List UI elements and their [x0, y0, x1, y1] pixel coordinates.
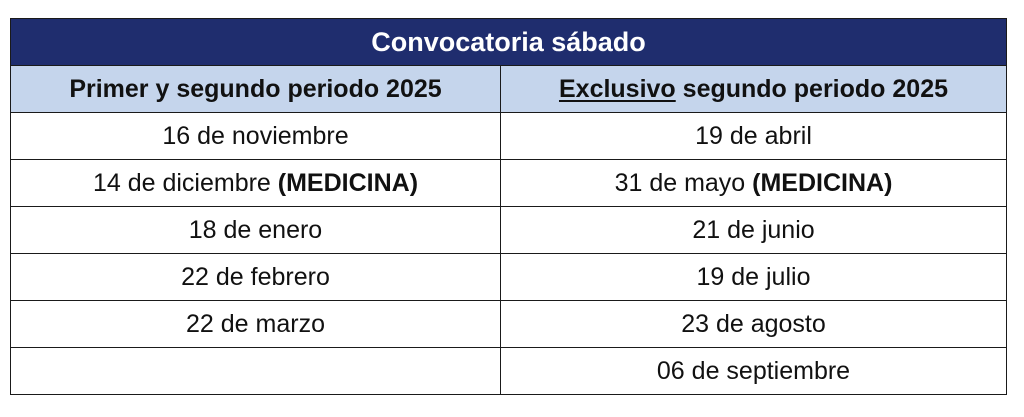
date-cell-period-2: 19 de julio — [500, 253, 1007, 301]
date-text: 06 de septiembre — [656, 356, 851, 385]
table-title: Convocatoria sábado — [10, 18, 1007, 66]
date-cell-period-1-2: 16 de noviembre — [10, 112, 501, 160]
date-text: 18 de enero — [188, 215, 323, 244]
date-text: 19 de julio — [696, 262, 811, 291]
schedule-container: Convocatoria sábado Primer y segundo per… — [10, 18, 1007, 395]
date-text: 21 de junio — [692, 215, 815, 244]
column-header-second-period-only: Exclusivo segundo periodo 2025 — [500, 65, 1007, 113]
date-cell-period-1-2: 22 de febrero — [10, 253, 501, 301]
date-cell-period-1-2: 14 de diciembre (MEDICINA) — [10, 159, 501, 207]
date-note: (MEDICINA) — [277, 168, 419, 197]
table-row: 14 de diciembre (MEDICINA) 31 de mayo (M… — [10, 159, 1007, 207]
table-row: 22 de febrero 19 de julio — [10, 253, 1007, 301]
date-text: 31 de mayo — [614, 168, 753, 197]
date-cell-period-2: 31 de mayo (MEDICINA) — [500, 159, 1007, 207]
schedule-table: Convocatoria sábado Primer y segundo per… — [10, 18, 1007, 395]
date-cell-period-1-2 — [10, 347, 501, 395]
header-underlined-word: Exclusivo — [558, 74, 676, 103]
table-row: 22 de marzo 23 de agosto — [10, 300, 1007, 348]
table-row: 16 de noviembre 19 de abril — [10, 112, 1007, 160]
date-text: 16 de noviembre — [162, 121, 349, 150]
date-cell-period-1-2: 18 de enero — [10, 206, 501, 254]
date-text: 23 de agosto — [681, 309, 826, 338]
date-cell-period-2: 06 de septiembre — [500, 347, 1007, 395]
table-row: 06 de septiembre — [10, 347, 1007, 395]
date-cell-period-1-2: 22 de marzo — [10, 300, 501, 348]
table-row: 18 de enero 21 de junio — [10, 206, 1007, 254]
date-text: 19 de abril — [695, 121, 812, 150]
header-rest-text: segundo periodo 2025 — [675, 74, 948, 103]
date-text: 22 de febrero — [181, 262, 330, 291]
date-cell-period-2: 19 de abril — [500, 112, 1007, 160]
date-text: 14 de diciembre — [92, 168, 278, 197]
date-cell-period-2: 23 de agosto — [500, 300, 1007, 348]
header-row: Primer y segundo periodo 2025 Exclusivo … — [10, 65, 1007, 113]
date-cell-period-2: 21 de junio — [500, 206, 1007, 254]
date-note: (MEDICINA) — [752, 168, 893, 197]
title-row: Convocatoria sábado — [10, 18, 1007, 66]
column-header-first-second-period: Primer y segundo periodo 2025 — [10, 65, 501, 113]
date-text: 22 de marzo — [186, 309, 325, 338]
